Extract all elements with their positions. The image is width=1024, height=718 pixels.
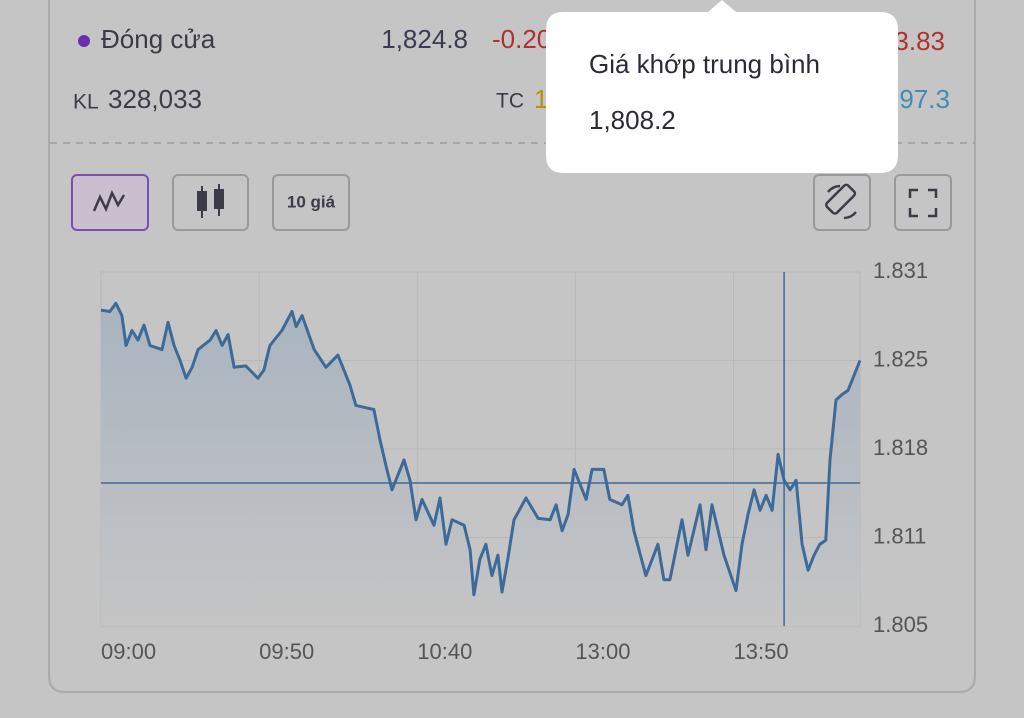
close-label: Đóng cửa [101,24,216,54]
ref-value: 1 [534,84,548,114]
area-fill [101,303,860,626]
x-tick-label: 13:50 [734,639,789,664]
line-icon [92,189,126,213]
price-levels-label: 10 giá [287,192,336,211]
rotate-icon [825,183,857,220]
x-tick-label: 13:00 [575,639,630,664]
card [48,0,976,693]
volume-label: KL [73,91,99,114]
fullscreen-icon [908,188,938,218]
tooltip [546,0,898,173]
right-value-2: 97.3 [899,84,950,114]
y-tick-label: 1.811 [873,523,926,548]
tooltip-title: Giá khớp trung bình [589,49,820,79]
x-tick-label: 09:50 [259,639,314,664]
legend-dot [78,35,90,47]
y-tick-label: 1.825 [873,346,928,371]
right-value: 3.83 [894,26,945,56]
fullscreen-button[interactable] [894,174,952,231]
price-line [100,301,862,597]
y-tick-label: 1.818 [873,435,928,460]
plot: 1.805 1.811 1.818 1.825 1.831 09:00 09:50 10:40… [100,258,928,664]
volume: 328,033 [108,84,202,114]
rotate-button[interactable] [813,174,871,231]
ref-label: TC [496,90,524,113]
line-chart-button[interactable] [71,174,149,231]
price-levels-button[interactable] [272,174,350,231]
candle-icon [197,184,224,218]
tooltip-value: 1,808.2 [589,105,676,135]
close-price: 1,824.8 [381,24,468,54]
y-tick-label: 1.831 [873,258,928,283]
candle-chart-button[interactable] [172,174,249,231]
x-tick-label: 09:00 [101,639,156,664]
y-tick-label: 1.805 [873,612,928,637]
x-tick-label: 10:40 [417,639,472,664]
change: -0.20 [492,24,551,54]
